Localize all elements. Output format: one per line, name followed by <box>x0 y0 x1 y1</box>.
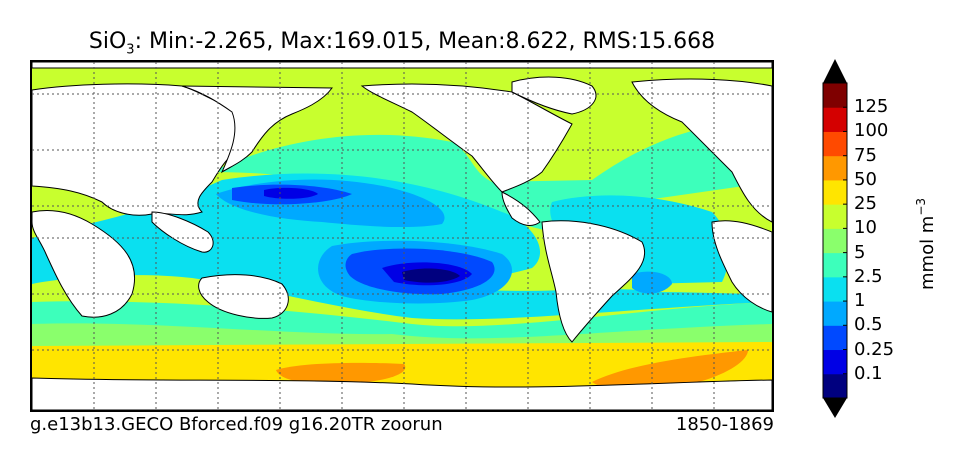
colorbar-segment <box>823 373 847 399</box>
colorbar-tick-label: 1 <box>854 290 866 312</box>
world-map <box>30 60 774 412</box>
patch-50-75-west <box>276 362 406 384</box>
colorbar-units-label: mmol m−3 <box>914 198 938 290</box>
colorbar-min-extend-arrow <box>823 398 847 418</box>
colorbar-outline <box>822 82 848 399</box>
australia-land <box>198 274 289 319</box>
colorbar-segment <box>823 107 847 132</box>
colorbar-segment <box>823 179 847 205</box>
colorbar-tick-label: 75 <box>854 144 877 166</box>
antarctica-land <box>32 377 772 410</box>
colorbar-tick-label: 5 <box>854 241 866 263</box>
units-main: mmol m <box>917 216 938 290</box>
units-text: mmol m−3 <box>914 198 938 290</box>
africa-right-land <box>711 220 772 313</box>
colorbar-tick-label: 0.5 <box>854 314 883 336</box>
plot-title: SiO3: Min:-2.265, Max:169.015, Mean:8.62… <box>30 28 774 64</box>
colorbar-segment <box>823 228 847 254</box>
graticule <box>32 62 772 410</box>
north-2.5-5-band <box>212 122 772 242</box>
colorbar-tick-label: 2.5 <box>854 265 883 287</box>
colorbar-tick-label: 125 <box>854 96 889 118</box>
north-america-land <box>360 83 573 193</box>
europe-asia-right-land <box>631 78 772 223</box>
colorbar-tick-label: 10 <box>854 217 877 239</box>
north-pacific-0.1-0.25 <box>264 187 318 199</box>
colorbar-tick-label: 50 <box>854 168 877 190</box>
title-subscript: 3 <box>126 42 135 58</box>
colorbar-tick-label: 25 <box>854 193 877 215</box>
greenland-land <box>511 76 597 115</box>
colorbar-segment <box>823 301 847 326</box>
south-pacific-below-0.1 <box>402 268 460 283</box>
colorbar-segment <box>823 349 847 375</box>
units-exponent: −3 <box>914 198 928 216</box>
colorbar-segment <box>823 131 847 157</box>
atlantic-1-2.5-band <box>550 195 729 284</box>
map-svg <box>32 62 772 410</box>
southern-ocean-2.5-5-band <box>32 301 772 339</box>
colorbar-segment <box>823 325 847 351</box>
colorbar-tick-label: 0.1 <box>854 362 883 384</box>
title-variable: SiO <box>88 29 127 54</box>
colorbar-tick-label: 0.25 <box>854 338 895 360</box>
colorbar-segment <box>823 252 847 278</box>
colorbar <box>822 59 848 418</box>
colorbar-segment <box>823 276 847 302</box>
patch-50-75-east <box>592 350 748 391</box>
colorbar-segment <box>823 155 847 181</box>
colorbar-segment <box>823 83 847 108</box>
colorbar-segment <box>823 204 847 229</box>
years-label: 1850-1869 <box>675 414 774 435</box>
colorbar-tick-label: 100 <box>854 120 889 142</box>
central-america-land <box>501 191 541 226</box>
maritime-continent-land <box>151 211 214 253</box>
title-stats: : Min:-2.265, Max:169.015, Mean:8.622, R… <box>134 29 716 54</box>
arctic-land <box>32 62 772 69</box>
eurasia-east-land <box>181 85 333 174</box>
africa-land <box>32 210 136 318</box>
south-america-land <box>541 220 646 343</box>
case-name-label: g.e13b13.GECO Bforced.f09 g16.20TR zooru… <box>30 414 443 435</box>
colorbar-max-extend-arrow <box>823 59 847 83</box>
